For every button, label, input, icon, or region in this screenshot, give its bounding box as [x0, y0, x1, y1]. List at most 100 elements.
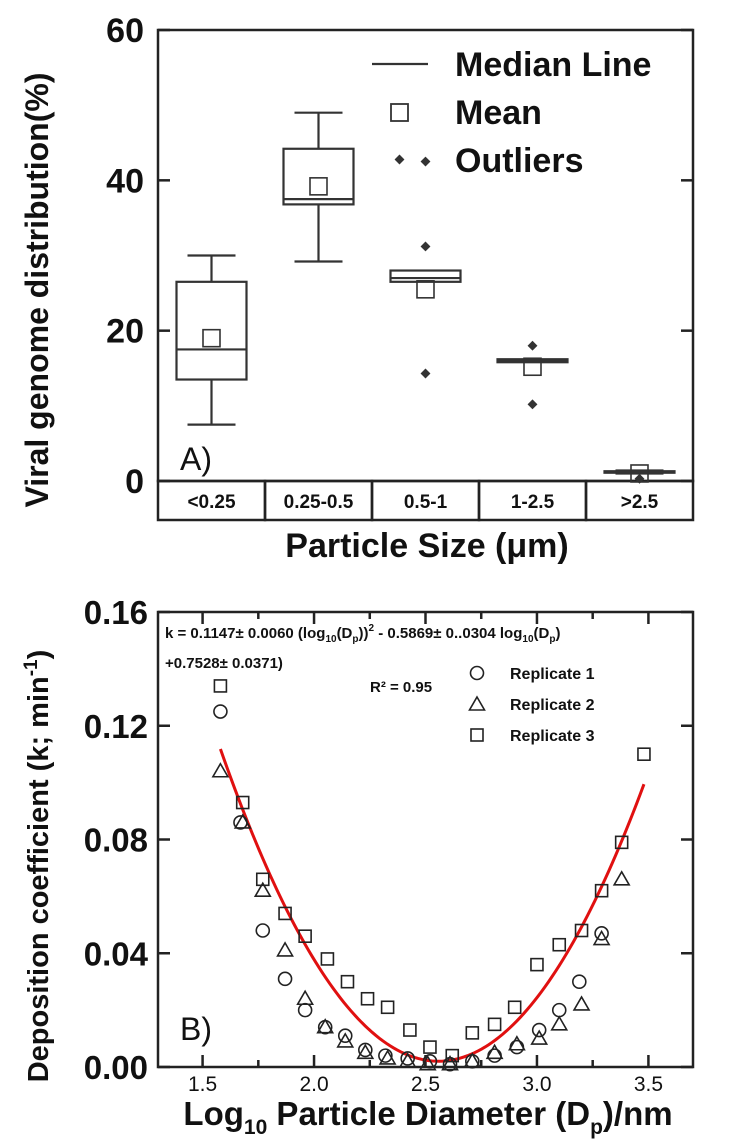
y-tick-label: 0.08 [84, 822, 148, 859]
series-replicate-2 [211, 762, 631, 1071]
category-label: <0.25 [187, 492, 236, 513]
legend-mean-square [390, 103, 409, 122]
panel-b-x-tick-labels: 1.5 2.0 2.5 3.0 3.5 [188, 1073, 663, 1096]
circle-point [531, 1022, 547, 1038]
circle-point [422, 1054, 438, 1069]
triangle-point [418, 1055, 437, 1071]
y-tick-label: 0.16 [84, 594, 148, 631]
triangle-point [233, 813, 252, 829]
circle-point [594, 926, 609, 941]
series-replicate-3 [213, 679, 651, 1063]
triangle-point [572, 995, 591, 1011]
legend-replicate-3-marker [470, 728, 484, 742]
square-point [403, 1023, 417, 1037]
panel-a-ticks [158, 28, 693, 483]
square-point [255, 872, 270, 887]
panel-a-legend: Median Line Mean Outliers [372, 46, 651, 180]
triangle-point [253, 881, 272, 897]
outlier-point [527, 340, 538, 351]
triangle-point [378, 1049, 397, 1065]
outlier-point [420, 368, 431, 379]
square-point [487, 1017, 502, 1032]
panel-a-y-tick-labels: 0 20 40 60 [106, 12, 144, 501]
x-tick-label: 2.5 [411, 1073, 440, 1096]
panel-a-y-axis-title: Viral genome distribution(%) [19, 73, 55, 508]
mean-square [202, 328, 221, 348]
fit-equation-line-1: k = 0.1147± 0.0060 (log10(Dp))2 - 0.5869… [165, 623, 560, 645]
x-tick-label: 3.5 [634, 1073, 663, 1096]
square-point [574, 923, 589, 938]
circle-point [400, 1051, 415, 1066]
circle-point [509, 1039, 525, 1055]
triangle-point [336, 1032, 355, 1048]
panel-b-y-tick-labels: 0.00 0.04 0.08 0.12 0.16 [84, 594, 149, 1086]
square-point [213, 679, 228, 693]
legend-replicate-2-label: Replicate 2 [510, 697, 595, 714]
box-plots [175, 111, 676, 484]
triangle-point [276, 941, 294, 957]
mean-square [523, 357, 542, 377]
triangle-point [463, 1052, 482, 1068]
legend-replicate-1-label: Replicate 1 [510, 666, 595, 683]
panel-b-x-axis-title: Log10 Particle Diameter (Dp)/nm [183, 1095, 672, 1139]
panel-b-y-axis-title: Deposition coefficient (k; min-1) [21, 650, 55, 1083]
mean-square [416, 280, 435, 299]
triangle-point [356, 1043, 375, 1060]
box-3 [496, 340, 569, 410]
triangle-point [441, 1055, 459, 1071]
square-point [637, 747, 651, 761]
circle-point [378, 1048, 393, 1063]
category-label: 0.5-1 [404, 492, 448, 513]
legend-outlier-diamond [394, 154, 405, 165]
category-label: >2.5 [621, 492, 659, 513]
x-tick-label: 1.5 [188, 1073, 217, 1096]
circle-point [255, 923, 271, 938]
panel-a: <0.25 0.25-0.5 0.5-1 1-2.5 >2.5 0 20 40 60 Medi… [19, 12, 695, 565]
circle-point [213, 704, 228, 719]
legend-mean-label: Mean [455, 94, 542, 132]
square-point [235, 795, 250, 810]
square-point [278, 906, 292, 921]
square-point [530, 957, 544, 972]
square-point [423, 1040, 437, 1054]
box-0 [175, 254, 248, 426]
triangle-point [530, 1029, 549, 1045]
r-squared-label: R² = 0.95 [370, 679, 432, 696]
outlier-point [420, 156, 431, 167]
fit-equation-line-2: +0.7528± 0.0371) [165, 655, 283, 672]
box-4 [603, 464, 676, 484]
square-point [594, 883, 609, 898]
square-point [380, 1000, 395, 1015]
iqr-box [389, 269, 462, 283]
outlier-point [634, 473, 645, 484]
square-point [320, 952, 335, 966]
square-point [360, 991, 375, 1006]
y-tick-label: 0 [125, 463, 144, 501]
y-tick-label: 60 [106, 12, 144, 50]
legend-replicate-3-label: Replicate 3 [510, 728, 595, 745]
triangle-point [550, 1015, 569, 1031]
category-label-row: <0.25 0.25-0.5 0.5-1 1-2.5 >2.5 [156, 479, 695, 522]
square-point [465, 1026, 480, 1040]
box-1 [282, 111, 355, 263]
triangle-point [296, 989, 315, 1006]
y-tick-label: 0.04 [84, 935, 149, 972]
mean-square [309, 177, 328, 196]
triangle-point [211, 762, 230, 778]
iqr-box [175, 280, 248, 381]
fit-curve [219, 748, 646, 1063]
legend-replicate-1-marker [469, 665, 485, 681]
category-label: 1-2.5 [511, 492, 555, 513]
circle-point [277, 971, 293, 987]
panel-a-x-axis-title: Particle Size (μm) [285, 527, 568, 565]
y-tick-label: 0.12 [84, 708, 148, 745]
series-replicate-1 [213, 704, 609, 1072]
triangle-point [508, 1035, 526, 1051]
panel-b-label: B) [180, 1011, 212, 1047]
box-2 [389, 156, 462, 379]
triangle-point [612, 870, 631, 886]
y-tick-label: 0.00 [84, 1049, 148, 1086]
panel-b-legend: Replicate 1 Replicate 2 Replicate 3 [468, 665, 595, 745]
circle-point [337, 1028, 353, 1044]
